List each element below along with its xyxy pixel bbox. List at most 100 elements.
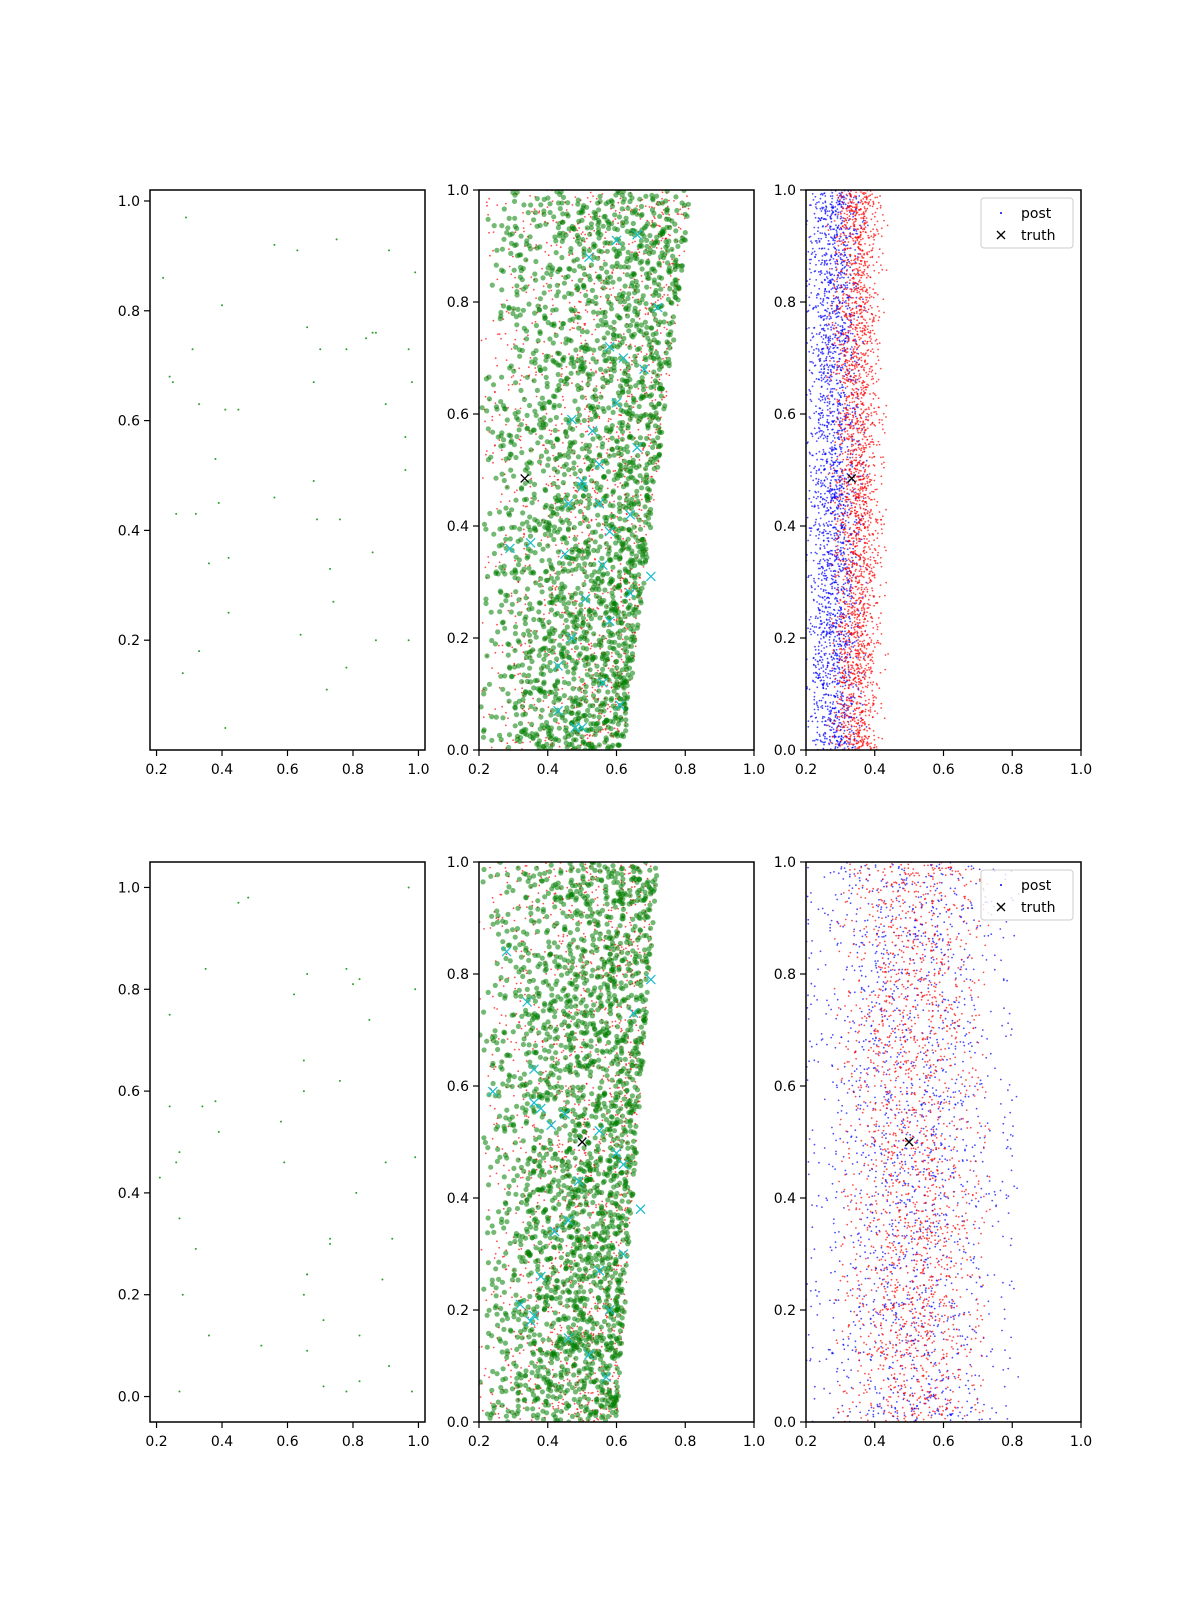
data-point: [527, 665, 533, 671]
data-point: [501, 644, 504, 647]
data-point: [846, 286, 849, 289]
data-point: [505, 641, 511, 647]
data-point: [539, 617, 545, 624]
data-point: [681, 237, 687, 243]
data-point: [832, 333, 835, 336]
data-point: [584, 329, 590, 335]
data-point: [832, 701, 835, 703]
data-point: [820, 237, 823, 240]
data-point: [821, 217, 823, 219]
data-point: [560, 566, 563, 568]
data-point: [639, 297, 645, 303]
data-point: [496, 509, 502, 515]
data-point: [614, 218, 617, 221]
data-point: [813, 233, 816, 235]
data-point: [605, 689, 611, 695]
data-point: [562, 442, 564, 444]
data-point: [502, 571, 508, 577]
data-point: [637, 196, 643, 202]
data-point: [586, 712, 593, 719]
data-point: [836, 465, 839, 467]
data-point: [581, 417, 587, 424]
data-point: [840, 644, 843, 647]
data-point: [841, 442, 844, 445]
data-point: [814, 617, 817, 620]
data-point: [596, 453, 602, 459]
data-point: [600, 375, 606, 382]
data-point: [848, 616, 850, 619]
data-point: [499, 223, 505, 229]
data-point: [532, 408, 538, 414]
data-point: [816, 634, 819, 636]
data-point: [533, 258, 539, 265]
data-point: [505, 652, 511, 658]
data-point: [614, 445, 621, 451]
series-truth-3: [520, 473, 530, 483]
data-point: [829, 644, 832, 647]
data-point: [591, 677, 597, 683]
data-point: [518, 735, 524, 741]
data-point: [802, 466, 804, 468]
data-point: [534, 518, 540, 524]
data-point: [505, 593, 511, 599]
data-point: [521, 741, 524, 744]
data-point: [821, 482, 824, 485]
data-point: [855, 285, 857, 288]
data-point: [527, 638, 533, 645]
data-point: [612, 606, 618, 613]
data-point: [809, 616, 812, 618]
data-point: [553, 597, 560, 603]
data-point: [509, 524, 515, 531]
data-point: [614, 483, 617, 486]
data-point: [620, 223, 626, 229]
data-point: [587, 231, 593, 237]
data-point: [542, 315, 548, 322]
data-point: [598, 249, 605, 255]
data-point: [839, 404, 842, 407]
data-point: [596, 446, 598, 448]
data-point: [486, 681, 493, 687]
data-point: [845, 633, 848, 635]
data-point: [581, 554, 584, 556]
data-point: [818, 350, 820, 352]
data-point: [568, 254, 570, 256]
data-point: [548, 272, 554, 278]
data-point: [532, 706, 538, 712]
data-point: [523, 376, 525, 378]
data-point: [583, 717, 589, 723]
data-point: [494, 402, 497, 404]
data-point: [626, 527, 632, 533]
data-point: [642, 504, 648, 510]
data-point: [819, 197, 822, 200]
data-point: [828, 562, 831, 565]
data-point: [494, 708, 497, 710]
data-point: [636, 591, 643, 597]
data-point: [820, 579, 823, 582]
data-point: [581, 380, 584, 383]
data-point: [616, 642, 622, 649]
data-point: [561, 693, 568, 699]
data-point: [504, 724, 507, 727]
data-point: [501, 437, 507, 443]
data-point: [548, 513, 554, 519]
data-point: [513, 712, 520, 718]
data-point: [407, 639, 410, 642]
data-point: [574, 314, 580, 320]
data-point: [550, 645, 557, 651]
data-point: [562, 623, 565, 625]
data-point: [638, 208, 641, 211]
data-point: [554, 588, 557, 591]
data-point: [543, 340, 546, 343]
data-point: [543, 374, 549, 380]
data-point: [639, 576, 642, 579]
data-point: [574, 287, 581, 293]
data-point: [494, 357, 497, 360]
data-point: [617, 299, 623, 305]
data-point: [538, 714, 544, 720]
data-point: [581, 360, 587, 366]
data-point: [546, 456, 552, 462]
data-point: [611, 343, 617, 349]
data-point: [554, 575, 561, 581]
data-point: [651, 210, 657, 216]
data-point: [556, 403, 563, 409]
